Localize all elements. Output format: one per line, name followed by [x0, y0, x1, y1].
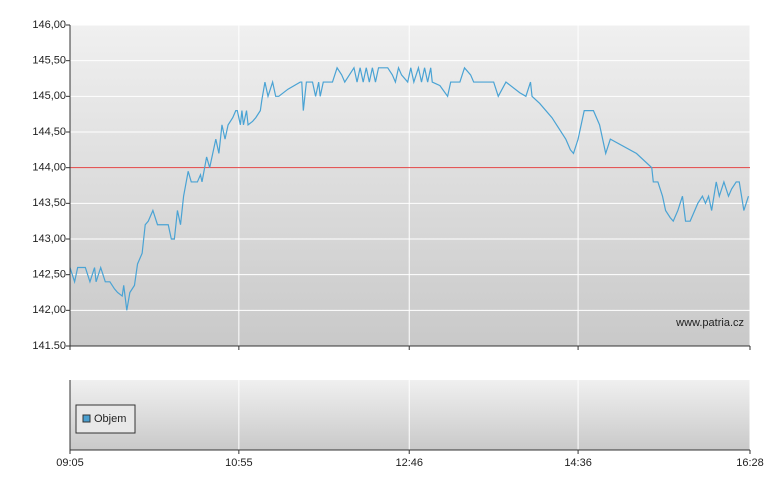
y-tick-label: 143,50 [32, 197, 66, 209]
volume-area [70, 380, 750, 450]
legend-label: Objem [94, 413, 126, 425]
marks [69, 65, 750, 311]
y-tick-label: 145,50 [32, 55, 66, 67]
watermark: www.patria.cz [675, 317, 744, 329]
y-tick-label: 141.50 [32, 340, 66, 352]
x-tick-label: 12:46 [395, 457, 423, 469]
y-tick-label: 142,50 [32, 269, 66, 281]
y-tick-label: 143,00 [32, 233, 66, 245]
x-tick-label: 16:28 [736, 457, 764, 469]
x-tick-label: 10:55 [225, 457, 253, 469]
plot-area [70, 25, 750, 346]
price-line [69, 65, 750, 311]
y-tick-label: 144,00 [32, 162, 66, 174]
y-tick-label: 144,50 [32, 126, 66, 138]
y-tick-label: 146,00 [32, 19, 66, 31]
x-tick-label: 14:36 [564, 457, 592, 469]
y-tick-label: 142,00 [32, 304, 66, 316]
y-tick-label: 145,00 [32, 90, 66, 102]
legend-swatch [82, 414, 91, 423]
x-tick-label: 09:05 [56, 457, 84, 469]
